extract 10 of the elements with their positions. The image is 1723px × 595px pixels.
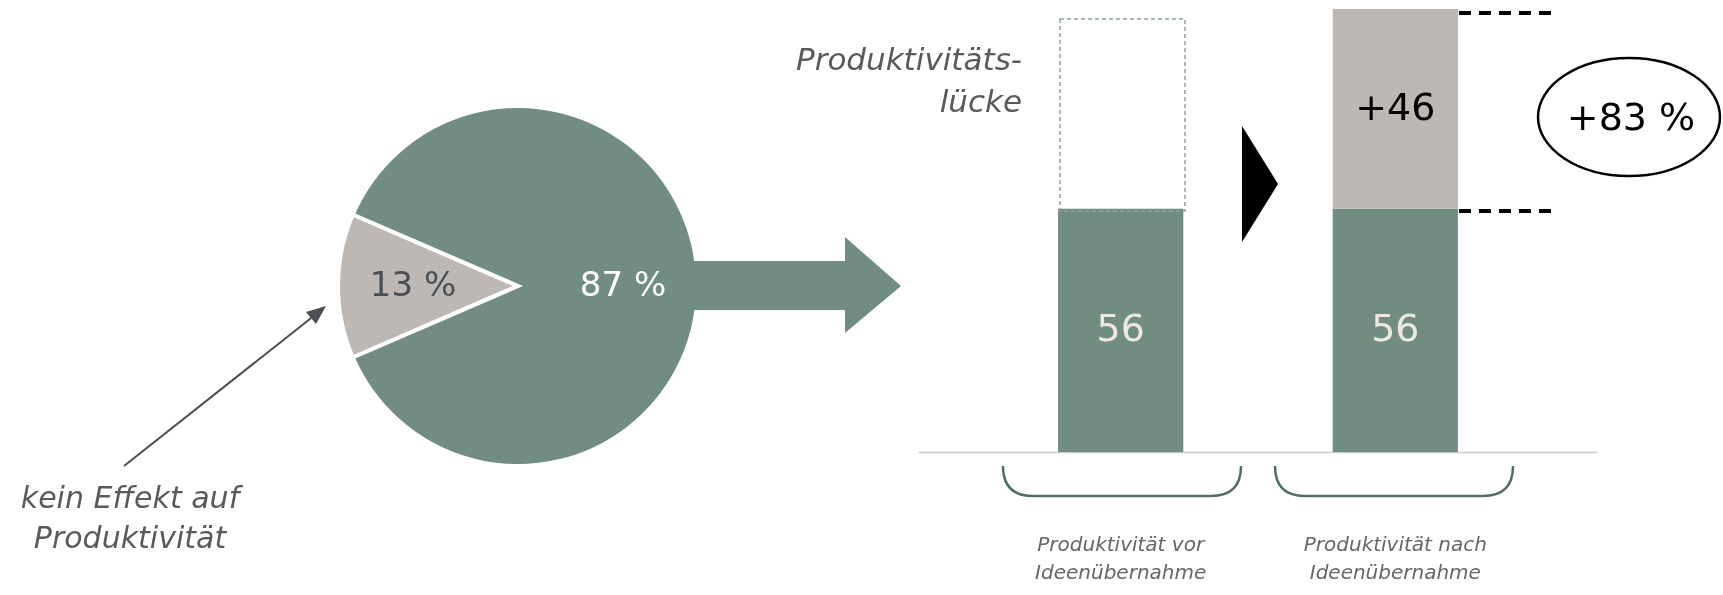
data-label: 13 % bbox=[369, 264, 457, 304]
data-label: 56 bbox=[1371, 306, 1420, 351]
text: kein Effekt auf Produktivität bbox=[19, 479, 244, 557]
data-label: 56 bbox=[1096, 306, 1145, 351]
data-label: 87 % bbox=[579, 264, 667, 304]
x-tick-label: Produktivität nach Ideenübernahme bbox=[1303, 531, 1487, 584]
annotation: Produktivitäts-lücke bbox=[794, 40, 1022, 121]
annotation: +83 % bbox=[1565, 94, 1697, 141]
x-tick-label: Produktivität vor Ideenübernahme bbox=[1035, 531, 1207, 584]
data-label: +46 bbox=[1355, 84, 1436, 129]
